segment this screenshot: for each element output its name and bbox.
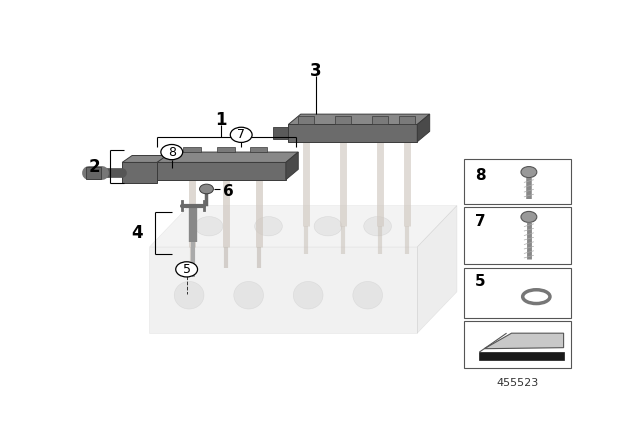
Polygon shape [122, 163, 157, 183]
Text: 8: 8 [476, 168, 486, 183]
Polygon shape [250, 147, 268, 152]
Polygon shape [157, 163, 286, 180]
Text: 3: 3 [310, 62, 322, 80]
Text: 7: 7 [237, 128, 245, 141]
Ellipse shape [353, 281, 383, 309]
Polygon shape [484, 333, 564, 349]
Polygon shape [417, 114, 429, 142]
Ellipse shape [234, 281, 264, 309]
Text: 5: 5 [476, 274, 486, 289]
Circle shape [255, 216, 282, 236]
Ellipse shape [174, 281, 204, 309]
Circle shape [161, 145, 182, 159]
FancyBboxPatch shape [465, 267, 571, 318]
Polygon shape [286, 152, 298, 180]
Text: 1: 1 [216, 112, 227, 129]
Polygon shape [86, 167, 101, 179]
Polygon shape [479, 352, 564, 360]
Text: 6: 6 [223, 184, 234, 199]
Polygon shape [182, 147, 200, 152]
Polygon shape [218, 147, 236, 152]
Text: 5: 5 [182, 263, 191, 276]
Polygon shape [298, 116, 314, 125]
Text: 4: 4 [131, 224, 143, 242]
Circle shape [521, 211, 537, 223]
Circle shape [195, 216, 223, 236]
Polygon shape [288, 114, 429, 125]
Polygon shape [157, 152, 298, 163]
Circle shape [176, 262, 198, 277]
FancyBboxPatch shape [465, 321, 571, 368]
Polygon shape [372, 116, 388, 125]
Circle shape [230, 127, 252, 142]
Circle shape [314, 216, 342, 236]
Circle shape [364, 216, 392, 236]
Polygon shape [150, 206, 457, 247]
Polygon shape [417, 206, 457, 333]
Text: 8: 8 [168, 146, 176, 159]
Ellipse shape [293, 281, 323, 309]
Polygon shape [273, 127, 288, 139]
FancyBboxPatch shape [465, 159, 571, 204]
FancyBboxPatch shape [465, 207, 571, 264]
Polygon shape [288, 125, 417, 142]
Text: 455523: 455523 [497, 379, 539, 388]
Polygon shape [122, 155, 167, 163]
Polygon shape [399, 116, 415, 125]
Circle shape [200, 184, 213, 194]
Text: 2: 2 [89, 158, 100, 176]
Text: 7: 7 [476, 214, 486, 229]
Polygon shape [150, 247, 417, 333]
Polygon shape [335, 116, 351, 125]
Circle shape [521, 167, 537, 177]
